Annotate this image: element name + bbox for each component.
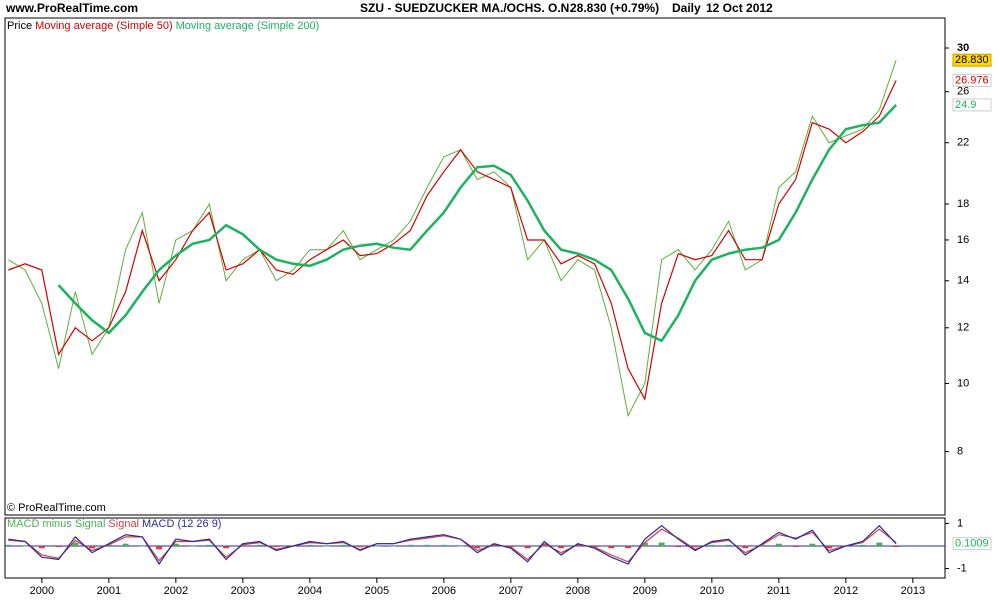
histogram-bar [440,544,447,546]
histogram-bar [692,545,699,548]
histogram-bar [859,544,866,546]
histogram-bar [306,544,313,546]
histogram-bar [558,545,565,549]
series-line [8,60,897,418]
histogram-bar [323,545,330,547]
y-tick-label: -1 [957,562,967,574]
y-tick-label: 10 [957,377,969,389]
x-tick-label: 2008 [566,585,590,597]
histogram-bar [156,545,163,550]
y-tick-label: 16 [957,234,969,246]
histogram-bar [223,545,230,549]
legend-entry: Moving average (Simple 50) [35,20,173,32]
y-tick-label: 8 [957,446,963,458]
histogram-bar [38,545,45,549]
histogram-bar [725,544,732,546]
x-tick-label: 2007 [499,585,523,597]
histogram-bar [876,542,883,546]
x-tick-label: 2005 [365,585,389,597]
histogram-bar [625,545,632,549]
x-tick-label: 2013 [901,585,925,597]
y-tick-label: 12 [957,322,969,334]
x-tick-label: 2004 [298,585,322,597]
price-pane [4,17,946,516]
histogram-bar [72,542,79,546]
y-tick-label: 1 [957,517,963,529]
histogram-bar [608,545,615,549]
legend-entry: Price [7,20,32,32]
macd-pane [4,517,946,579]
histogram-bar [390,545,397,547]
last-value-label: 26.976 [955,74,989,86]
histogram-bar [708,544,715,546]
site: www.ProRealTime.com [5,1,138,15]
histogram-bar [524,545,531,549]
x-tick-label: 2009 [633,585,657,597]
histogram-bar [541,543,548,546]
legend-entry: Moving average (Simple 200) [176,20,320,32]
x-tick-label: 2002 [164,585,188,597]
histogram-bar [340,544,347,546]
last-value-box [952,53,992,67]
histogram-bar [809,543,816,546]
series-line [57,104,898,343]
histogram-bar [206,544,213,546]
x-tick-label: 2010 [700,585,724,597]
series-line [8,524,897,566]
macd-legend: MACD minus Signal Signal MACD (12 26 9) [7,518,221,530]
histogram-bar [172,543,179,546]
x-tick-label: 2006 [432,585,456,597]
histogram-bar [641,542,648,546]
histogram-bar [424,544,431,546]
last-value-box [952,73,992,87]
quote: 28.830 (+0.79%) [570,1,659,15]
histogram-bar [55,545,62,548]
histogram-bar [742,545,749,549]
histogram-bar [273,545,280,548]
y-tick-label: 18 [957,198,969,210]
legend-entry: MACD (12 26 9) [142,518,221,530]
histogram-bar [675,545,682,548]
histogram-bar [893,545,900,548]
histogram-bar [22,545,29,547]
period: Daily [672,1,701,15]
histogram-bar [775,543,782,546]
price-legend: Price Moving average (Simple 50) Moving av… [7,20,319,32]
y-tick-label: 30 [957,42,969,54]
x-tick-label: 2012 [834,585,858,597]
histogram-bar [122,543,129,546]
histogram-bar [792,545,799,548]
watermark: © ProRealTime.com [7,502,106,514]
last-value-box [952,537,992,551]
symbol: SZU - SUEDZUCKER MA./OCHS. O.N. [360,1,573,15]
x-tick-label: 2001 [97,585,121,597]
x-tick-label: 2003 [231,585,255,597]
last-value-label: 28.830 [955,54,989,66]
last-value-box [952,98,992,112]
y-tick-label: 14 [957,275,969,287]
histogram-bar [5,544,12,546]
x-tick-label: 2011 [767,585,791,597]
histogram-bar [373,545,380,547]
histogram-bar [189,545,196,547]
legend-entry: Signal [108,518,139,530]
histogram-bar [139,545,146,547]
last-value-label: 24.9 [955,99,976,111]
histogram-bar [89,545,96,549]
date: 12 Oct 2012 [706,1,773,15]
histogram-bar [457,545,464,547]
last-value-label: 0.1009 [955,538,989,550]
histogram-bar [474,545,481,549]
x-tick-label: 2000 [30,585,54,597]
histogram-bar [407,544,414,546]
histogram-bar [357,545,364,548]
histogram-bar [658,542,665,546]
histogram-bar [256,544,263,546]
y-tick-label: 22 [957,137,969,149]
y-tick-label: 26 [957,86,969,98]
histogram-bar [826,545,833,549]
legend-entry: MACD minus Signal [7,518,105,530]
